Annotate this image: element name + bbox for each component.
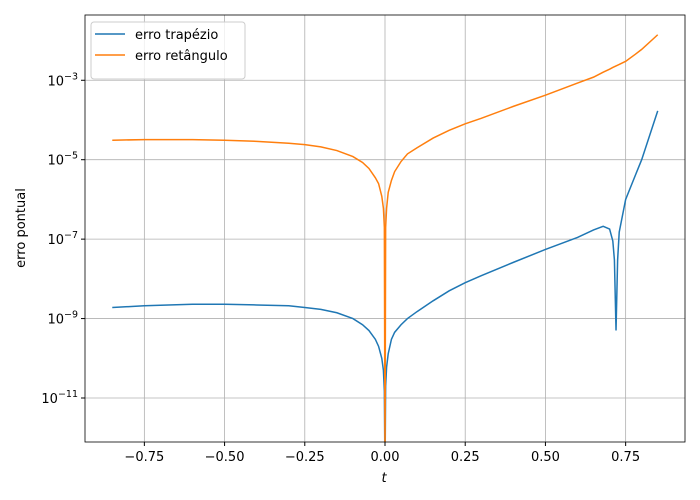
legend-label: erro trapézio: [135, 28, 218, 43]
y-tick-exponent: −11: [58, 389, 78, 400]
x-tick-label: 0.25: [451, 450, 480, 465]
x-tick-label: −0.25: [285, 450, 325, 465]
x-tick-label: −0.75: [124, 450, 164, 465]
x-tick-label: 0.00: [371, 450, 400, 465]
y-tick-base: 10: [41, 392, 58, 407]
x-tick-label: −0.50: [205, 450, 245, 465]
y-tick-base: 10: [47, 313, 64, 328]
y-tick-base: 10: [47, 74, 64, 89]
y-tick-label: 10−5: [47, 151, 78, 169]
y-tick-label: 10−3: [47, 71, 78, 89]
y-tick-exponent: −5: [64, 151, 78, 162]
series-line: [112, 110, 659, 442]
y-tick-label: 10−9: [47, 310, 78, 328]
y-tick-exponent: −9: [64, 310, 78, 321]
y-tick-exponent: −3: [64, 71, 78, 82]
y-tick-base: 10: [47, 154, 64, 169]
x-tick-label: 0.75: [611, 450, 640, 465]
y-tick-label: 10−11: [41, 389, 78, 407]
x-tick-label: 0.50: [531, 450, 560, 465]
y-tick-label: 10−7: [47, 230, 78, 248]
plot-frame: [84, 14, 686, 443]
legend-box: [90, 21, 246, 80]
y-axis-label: erro pontual: [14, 188, 29, 268]
legend-label: erro retângulo: [135, 49, 228, 64]
y-tick-exponent: −7: [64, 230, 78, 241]
x-axis-label: t: [381, 471, 387, 486]
y-tick-base: 10: [47, 233, 64, 248]
series-line: [112, 34, 659, 442]
